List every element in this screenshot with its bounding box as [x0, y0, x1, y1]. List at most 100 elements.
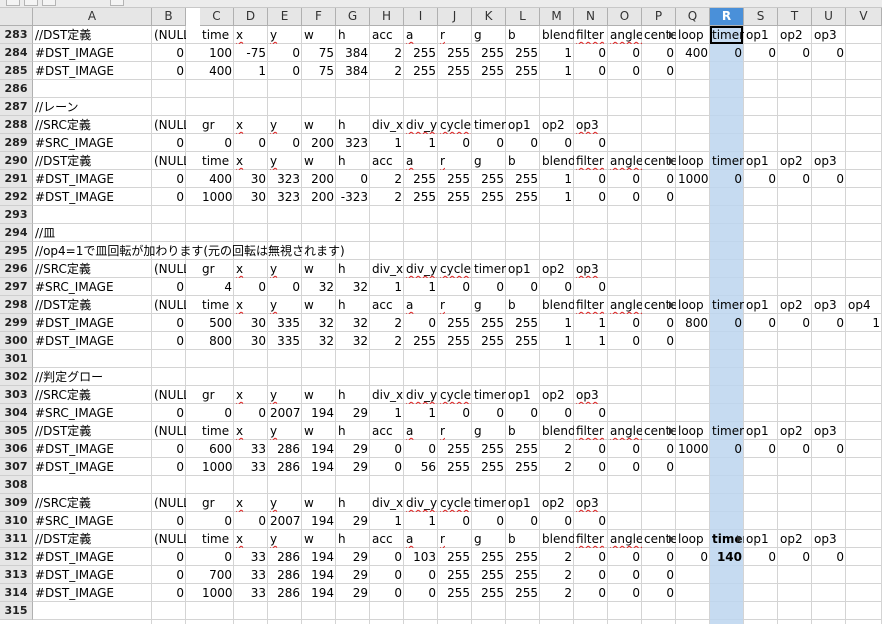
cell-j311[interactable]: r: [440, 532, 445, 546]
cell-d290[interactable]: x: [236, 154, 244, 168]
cell-n306[interactable]: 0: [598, 442, 606, 456]
cell-k285[interactable]: 255: [481, 64, 504, 78]
cell-m303[interactable]: op2: [542, 388, 565, 402]
cell-l296[interactable]: op1: [508, 262, 531, 276]
cell-f305[interactable]: w: [304, 424, 314, 438]
cell-d299[interactable]: 30: [250, 316, 266, 330]
cell-e290[interactable]: y: [270, 154, 278, 168]
cell-n303[interactable]: op3: [576, 388, 599, 402]
cell-q299[interactable]: 800: [685, 316, 708, 330]
cell-b303[interactable]: (NULL): [154, 388, 186, 402]
cell-k299[interactable]: 255: [481, 316, 504, 330]
cell-l314[interactable]: 255: [515, 586, 538, 600]
cell-q306[interactable]: 1000: [678, 442, 709, 456]
cell-n314[interactable]: 0: [598, 586, 606, 600]
cell-k306[interactable]: 255: [481, 442, 504, 456]
cell-f310[interactable]: 194: [311, 514, 334, 528]
cell-k303[interactable]: timer: [474, 388, 506, 402]
cell-k314[interactable]: 255: [481, 586, 504, 600]
cell-l304[interactable]: 0: [530, 406, 538, 420]
cell-f284[interactable]: 75: [318, 46, 334, 60]
cell-f300[interactable]: 32: [318, 334, 334, 348]
cell-o290[interactable]: angle: [610, 154, 642, 168]
cell-r284[interactable]: 0: [734, 46, 742, 60]
cell-m307[interactable]: 2: [564, 460, 572, 474]
cell-i289[interactable]: 1: [428, 136, 436, 150]
cell-k292[interactable]: 255: [481, 190, 504, 204]
column-header-n[interactable]: N: [574, 8, 608, 26]
cell-k304[interactable]: 0: [496, 406, 504, 420]
cell-s298[interactable]: op1: [746, 298, 769, 312]
cell-u283[interactable]: op3: [814, 28, 837, 42]
cell-j296[interactable]: cycle: [440, 262, 472, 276]
cell-r312[interactable]: 140: [716, 550, 742, 564]
cell-a302[interactable]: //判定グロー: [35, 370, 104, 384]
row-header-304[interactable]: 304: [0, 404, 33, 422]
cell-f312[interactable]: 194: [311, 550, 334, 564]
cell-k311[interactable]: g: [474, 532, 482, 546]
cell-l297[interactable]: 0: [530, 280, 538, 294]
cell-d307[interactable]: 33: [250, 460, 266, 474]
cell-b290[interactable]: (NULL): [154, 154, 186, 168]
cell-r311[interactable]: timer: [712, 532, 744, 546]
cell-o312[interactable]: 0: [632, 550, 640, 564]
cell-a296[interactable]: //SRC定義: [35, 262, 91, 276]
cell-g305[interactable]: h: [338, 424, 346, 438]
row-header-311[interactable]: 311: [0, 530, 33, 548]
cell-e297[interactable]: 0: [292, 280, 300, 294]
cell-c285[interactable]: 400: [209, 64, 232, 78]
column-header-m[interactable]: M: [540, 8, 574, 26]
cell-b313[interactable]: 0: [176, 568, 184, 582]
cell-t283[interactable]: op2: [780, 28, 803, 42]
cell-p292[interactable]: 0: [666, 190, 674, 204]
cell-c305[interactable]: time: [202, 424, 230, 438]
cell-j289[interactable]: 0: [462, 136, 470, 150]
cell-c284[interactable]: 100: [209, 46, 232, 60]
cell-r298[interactable]: timer: [712, 298, 744, 312]
cell-b291[interactable]: 0: [176, 172, 184, 186]
cell-j306[interactable]: 255: [447, 442, 470, 456]
row-header-295[interactable]: 295: [0, 242, 33, 260]
cell-g284[interactable]: 384: [345, 46, 368, 60]
cell-u298[interactable]: op3: [814, 298, 837, 312]
row-header-313[interactable]: 313: [0, 566, 33, 584]
cell-k309[interactable]: timer: [474, 496, 506, 510]
cell-m298[interactable]: blend: [542, 298, 574, 312]
cell-b289[interactable]: 0: [176, 136, 184, 150]
cell-n291[interactable]: 0: [598, 172, 606, 186]
cell-a305[interactable]: //DST定義: [35, 424, 92, 438]
cell-e283[interactable]: y: [270, 28, 278, 42]
cell-e304[interactable]: 2007: [270, 406, 301, 420]
cell-a298[interactable]: //DST定義: [35, 298, 92, 312]
cell-g289[interactable]: 323: [345, 136, 368, 150]
cell-m289[interactable]: 0: [564, 136, 572, 150]
cell-c291[interactable]: 400: [209, 172, 232, 186]
cell-e313[interactable]: 286: [277, 568, 300, 582]
cell-d300[interactable]: 30: [250, 334, 266, 348]
toolbar-button-icon[interactable]: [6, 0, 20, 6]
cell-s290[interactable]: op1: [746, 154, 769, 168]
cell-d298[interactable]: x: [236, 298, 244, 312]
cell-f291[interactable]: 200: [311, 172, 334, 186]
cell-a289[interactable]: #SRC_IMAGE: [35, 136, 114, 150]
cell-n307[interactable]: 0: [598, 460, 606, 474]
cell-c299[interactable]: 500: [209, 316, 232, 330]
cell-d285[interactable]: 1: [258, 64, 266, 78]
cell-h309[interactable]: div_x: [372, 496, 404, 510]
cell-m304[interactable]: 0: [564, 406, 572, 420]
row-header-284[interactable]: 284: [0, 44, 33, 62]
cell-j299[interactable]: 255: [447, 316, 470, 330]
row-header-301[interactable]: 301: [0, 350, 33, 368]
row-header-291[interactable]: 291: [0, 170, 33, 188]
row-header-287[interactable]: 287: [0, 98, 33, 116]
cell-r305[interactable]: timer: [712, 424, 744, 438]
cell-k283[interactable]: g: [474, 28, 482, 42]
cell-a297[interactable]: #SRC_IMAGE: [35, 280, 114, 294]
cell-h292[interactable]: 2: [394, 190, 402, 204]
cell-o305[interactable]: angle: [610, 424, 642, 438]
cell-b283[interactable]: (NULL): [154, 28, 186, 42]
cell-i309[interactable]: div_y: [406, 496, 438, 510]
row-header-288[interactable]: 288: [0, 116, 33, 134]
cell-g288[interactable]: h: [338, 118, 346, 132]
column-header-c[interactable]: C: [200, 8, 234, 26]
